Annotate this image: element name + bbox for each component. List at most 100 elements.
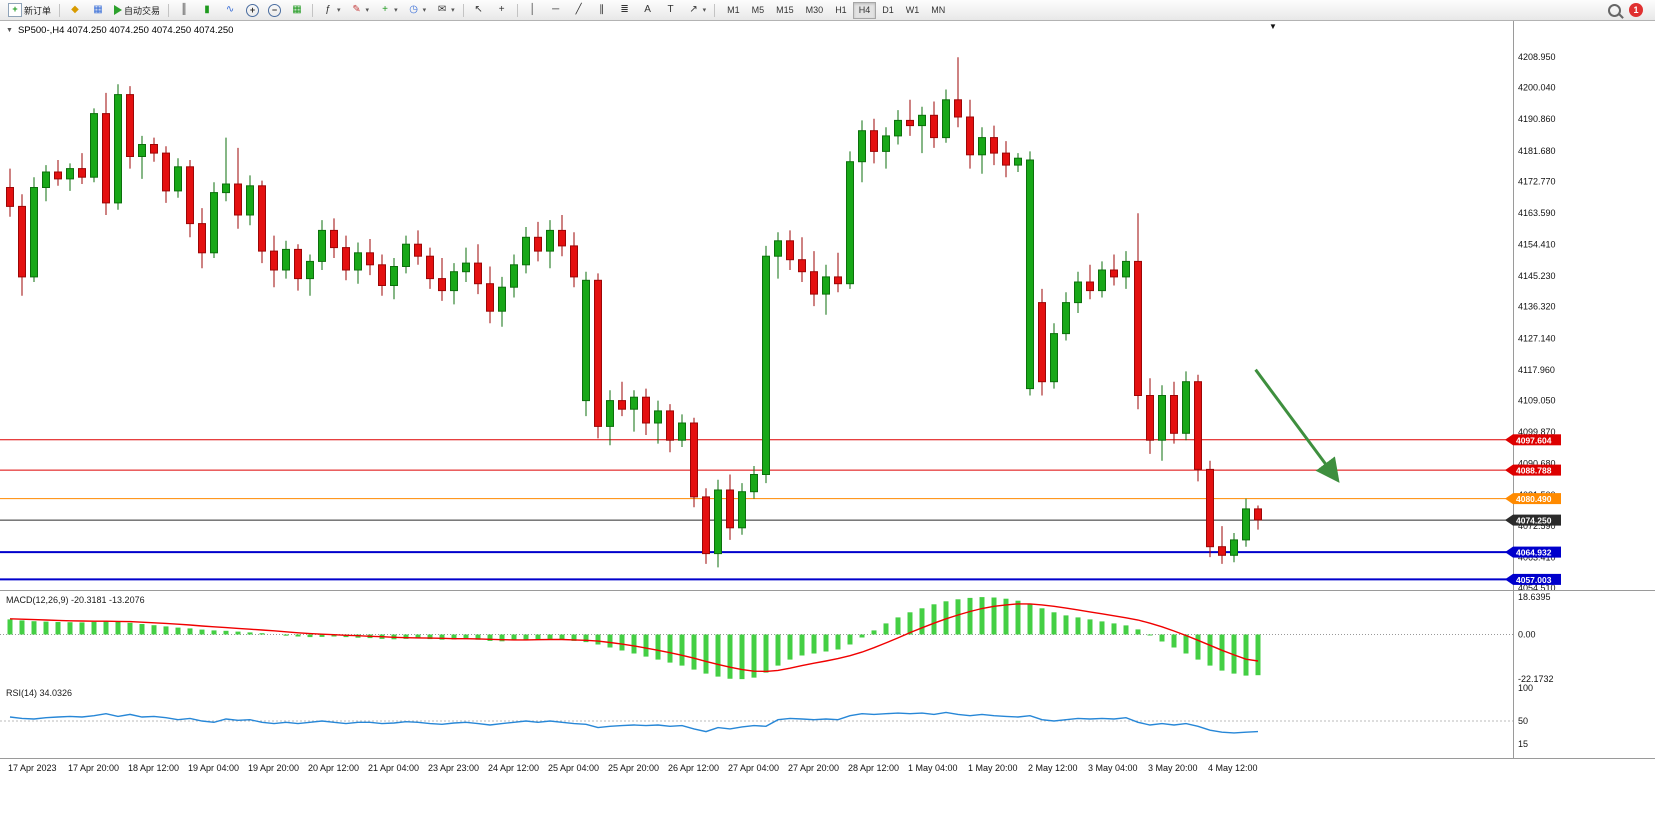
horizontal-line-tool-button[interactable]: ─ — [545, 2, 567, 19]
bar-chart-button[interactable]: ║ — [173, 2, 195, 19]
mail-button[interactable]: ✉ ▾ — [431, 2, 459, 19]
market-watch-icon: ▦ — [93, 4, 103, 15]
rsi-line — [9, 711, 1259, 734]
chart-title-bar: ▼ SP500-,H4 4074.250 4074.250 4074.250 4… — [6, 25, 233, 36]
vertical-line-tool-button[interactable]: │ — [522, 2, 544, 19]
toolbar-separator — [312, 3, 314, 17]
tf-button-H4[interactable]: H4 — [852, 1, 877, 19]
svg-text:4200.040: 4200.040 — [1518, 83, 1556, 93]
candlestick-chart-icon: ▮ — [204, 4, 210, 15]
rsi-pane[interactable]: 100 50 15 — [0, 684, 1655, 758]
zoom-in-button[interactable]: + — [242, 2, 263, 19]
chevron-down-icon: ▾ — [451, 7, 455, 14]
chart-shift-marker[interactable]: ▼ — [1269, 22, 1277, 31]
time-label: 25 Apr 20:00 — [608, 763, 660, 773]
objects-button[interactable]: ✎ ▾ — [346, 2, 374, 19]
time-label: 2 May 12:00 — [1028, 763, 1078, 773]
indicators-button[interactable]: ƒ ▾ — [317, 2, 345, 19]
main-toolbar: + 新订单 ◆ ▦ 自动交易 ║ ▮ ∿ + − ▦ — [0, 0, 1655, 21]
notification-badge[interactable]: 1 — [1629, 3, 1643, 17]
trendline-tool-button[interactable]: ╱ — [568, 2, 590, 19]
tf-button-M5[interactable]: M5 — [746, 2, 771, 19]
svg-text:4154.410: 4154.410 — [1518, 240, 1556, 250]
svg-text:4181.680: 4181.680 — [1518, 146, 1556, 156]
time-label: 17 Apr 2023 — [8, 763, 57, 773]
price-tag: 4080.490 — [1505, 493, 1561, 505]
objects-icon: ✎ — [352, 4, 361, 15]
candles — [6, 57, 1262, 568]
chevron-down-icon: ▾ — [422, 7, 427, 14]
one-click-trading-toggle[interactable]: ▼ — [6, 27, 13, 34]
svg-text:50: 50 — [1518, 716, 1528, 726]
time-axis[interactable]: 17 Apr 2023 17 Apr 20:00 18 Apr 12:00 19 Ap… — [0, 758, 1655, 783]
market-watch-button[interactable]: ▦ — [87, 2, 109, 19]
toolbar-separator — [59, 3, 61, 17]
zoom-out-button[interactable]: − — [264, 2, 285, 19]
add-indicator-button[interactable]: + ▾ — [374, 2, 402, 19]
line-chart-icon: ∿ — [225, 4, 235, 15]
rsi-label: RSI(14) 34.0326 — [6, 688, 73, 698]
time-label: 25 Apr 04:00 — [548, 763, 600, 773]
tf-button-W1[interactable]: W1 — [900, 2, 926, 19]
tile-windows-button[interactable]: ▦ — [286, 2, 308, 19]
macd-pane[interactable]: 18.6395 0.00 -22.1732 — [0, 591, 1655, 684]
alert-icon: ◆ — [71, 4, 79, 15]
autotrading-button[interactable]: 自动交易 — [110, 2, 164, 19]
fibonacci-tool-button[interactable]: ≣ — [614, 2, 636, 19]
price-tag: 4097.604 — [1505, 434, 1561, 446]
svg-text:4090.680: 4090.680 — [1518, 459, 1556, 469]
price-tag: 4088.788 — [1505, 464, 1561, 476]
new-order-button[interactable]: + 新订单 — [4, 2, 55, 19]
autotrading-label: 自动交易 — [124, 5, 161, 16]
search-icon[interactable] — [1608, 3, 1621, 17]
tf-button-MN[interactable]: MN — [925, 2, 951, 19]
macd-signal-line — [9, 603, 1259, 673]
tf-button-M1[interactable]: M1 — [721, 2, 746, 19]
tf-button-M15[interactable]: M15 — [770, 2, 800, 19]
indicators-icon: ƒ — [325, 4, 331, 15]
envelope-icon: ✉ — [437, 4, 447, 15]
svg-text:-22.1732: -22.1732 — [1518, 674, 1554, 684]
chevron-down-icon: ▾ — [365, 7, 370, 14]
horizontal-line-icon: ─ — [552, 4, 560, 15]
vertical-line-icon: │ — [529, 4, 536, 15]
crosshair-tool-button[interactable]: + — [491, 2, 513, 19]
time-label: 3 May 20:00 — [1148, 763, 1198, 773]
price-tag: 4074.250 — [1505, 514, 1561, 526]
add-indicator-icon: + — [382, 4, 388, 15]
price-chart[interactable]: 4208.950 4200.040 4190.860 4181.680 4172.770… — [0, 20, 1655, 591]
chevron-down-icon: ▾ — [394, 7, 398, 14]
candlestick-chart-button[interactable]: ▮ — [196, 2, 218, 19]
svg-text:4064.932: 4064.932 — [1516, 548, 1552, 558]
text-tool-button[interactable]: A — [637, 2, 659, 19]
channel-tool-button[interactable]: ∥ — [591, 2, 613, 19]
tf-button-H1[interactable]: H1 — [829, 2, 853, 19]
cursor-tool-button[interactable]: ↖ — [468, 2, 490, 19]
time-label: 19 Apr 04:00 — [188, 763, 240, 773]
period-button[interactable]: ◷ ▾ — [403, 2, 431, 19]
label-tool-button[interactable]: T — [660, 2, 682, 19]
time-label: 26 Apr 12:00 — [668, 763, 720, 773]
cursor-icon: ↖ — [474, 4, 483, 15]
svg-text:4057.003: 4057.003 — [1516, 575, 1552, 585]
chevron-down-icon: ▾ — [337, 7, 341, 14]
time-label: 17 Apr 20:00 — [68, 763, 120, 773]
toolbar-separator — [714, 3, 716, 17]
svg-text:4097.604: 4097.604 — [1516, 435, 1552, 445]
label-tool-icon: T — [667, 4, 674, 15]
tile-windows-icon: ▦ — [292, 4, 302, 15]
text-tool-icon: A — [644, 4, 651, 15]
shapes-tool-button[interactable]: ↗ ▾ — [683, 2, 711, 19]
time-label: 21 Apr 04:00 — [368, 763, 420, 773]
time-label: 1 May 20:00 — [968, 763, 1018, 773]
tf-button-D1[interactable]: D1 — [876, 2, 900, 19]
line-chart-button[interactable]: ∿ — [219, 2, 241, 19]
alerts-button[interactable]: ◆ — [64, 2, 86, 19]
time-label: 20 Apr 12:00 — [308, 763, 360, 773]
trendline-icon: ╱ — [575, 4, 582, 15]
zoom-in-icon: + — [246, 3, 260, 17]
tf-button-M30[interactable]: M30 — [800, 2, 830, 19]
svg-text:4145.230: 4145.230 — [1518, 271, 1556, 281]
svg-text:4117.960: 4117.960 — [1518, 365, 1555, 375]
time-label: 27 Apr 04:00 — [728, 763, 780, 773]
